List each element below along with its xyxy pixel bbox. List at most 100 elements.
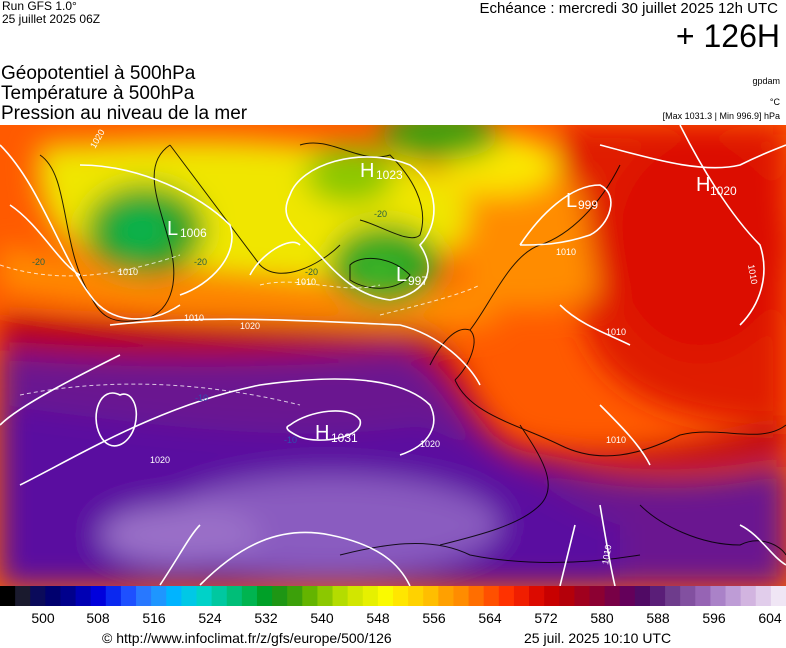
- scale-swatch: [317, 586, 334, 606]
- scale-swatch: [347, 586, 364, 606]
- scale-swatch: [196, 586, 213, 606]
- scale-tick: 532: [254, 610, 278, 626]
- scale-tick: 556: [422, 610, 446, 626]
- run-date-label: 25 juillet 2025 06Z: [2, 12, 101, 26]
- svg-text:H: H: [360, 160, 374, 182]
- forecast-lead-time: + 126H: [675, 18, 780, 54]
- scale-swatch: [287, 586, 303, 606]
- scale-swatch: [529, 586, 545, 606]
- scale-tick: 548: [366, 610, 390, 626]
- scale-swatch: [740, 586, 757, 606]
- scale-tick: 540: [310, 610, 334, 626]
- pressure-range: [Max 1031.3 | Min 996.9] hPa: [662, 111, 780, 121]
- scale-swatch: [0, 586, 16, 606]
- scale-tick: 516: [142, 610, 166, 626]
- scale-swatch: [755, 586, 772, 606]
- scale-tick: 524: [198, 610, 222, 626]
- scale-swatch: [710, 586, 727, 606]
- scale-swatch: [377, 586, 394, 606]
- weather-map: H 1023 L 999 H 1020 L 1006 L 997 H 1031 …: [0, 125, 786, 586]
- pressure-center-labels: H 1023 L 999 H 1020 L 1006 L 997 H 1031: [167, 160, 737, 445]
- scale-swatch: [75, 586, 92, 606]
- svg-text:1031: 1031: [331, 431, 358, 445]
- scale-swatch: [559, 586, 575, 606]
- scale-swatch: [695, 586, 711, 606]
- high-center-1031: H 1031: [315, 422, 358, 445]
- scale-swatch: [574, 586, 590, 606]
- svg-text:1023: 1023: [376, 168, 403, 182]
- scale-tick: 580: [590, 610, 614, 626]
- scale-swatch: [120, 586, 137, 606]
- svg-text:997: 997: [408, 274, 428, 288]
- isotherm-label: -20: [194, 257, 207, 267]
- isotherm-label: -10: [195, 393, 208, 403]
- svg-text:1020: 1020: [710, 184, 737, 198]
- unit-temperature: °C: [769, 97, 780, 107]
- scale-swatch: [453, 586, 470, 606]
- isobar-label: 1020: [420, 439, 440, 449]
- isotherm-value-labels: -20 -20 -20 -20 -10 -10: [32, 209, 387, 445]
- scale-tick: 588: [646, 610, 670, 626]
- scale-swatch: [423, 586, 439, 606]
- isobar-label: 1010: [746, 264, 759, 285]
- isobar-label: 1010: [118, 267, 138, 277]
- scale-tick: 500: [31, 610, 55, 626]
- isobar-label: 1010: [606, 327, 626, 337]
- isobar-label: 1010: [606, 435, 626, 445]
- svg-text:1006: 1006: [180, 226, 207, 240]
- run-model-label: Run GFS 1.0°: [2, 0, 77, 13]
- scale-swatch: [256, 586, 273, 606]
- scale-swatch: [90, 586, 107, 606]
- scale-swatch: [589, 586, 606, 606]
- scale-swatch: [45, 586, 61, 606]
- isotherm-label: -10: [284, 435, 297, 445]
- scale-swatch: [151, 586, 167, 606]
- isotherm-label: -20: [305, 267, 318, 277]
- svg-text:999: 999: [578, 198, 598, 212]
- isobar-label: 1010: [600, 544, 613, 565]
- scale-swatch: [649, 586, 666, 606]
- scale-swatch: [30, 586, 46, 606]
- scale-swatch: [241, 586, 258, 606]
- scale-swatch: [60, 586, 77, 606]
- scale-swatch: [272, 586, 288, 606]
- isobars: [0, 125, 786, 586]
- scale-swatch: [136, 586, 152, 606]
- scale-tick: 604: [758, 610, 782, 626]
- scale-swatch: [634, 586, 651, 606]
- scale-swatch: [438, 586, 454, 606]
- scale-swatch: [604, 586, 621, 606]
- scale-swatch: [468, 586, 485, 606]
- unit-geopotential: gpdam: [752, 76, 780, 86]
- scale-swatch: [226, 586, 243, 606]
- svg-text:L: L: [167, 218, 178, 240]
- isobar-label: 1010: [296, 277, 316, 287]
- isobar-label: 1010: [184, 313, 204, 323]
- scale-swatch: [680, 586, 696, 606]
- title-temperature: Température à 500hPa: [1, 83, 195, 104]
- title-geopotential: Géopotentiel à 500hPa: [1, 63, 196, 84]
- scale-swatch: [105, 586, 122, 606]
- generation-time: 25 juil. 2025 10:10 UTC: [524, 630, 672, 646]
- high-center-1020: H 1020: [696, 174, 737, 198]
- scale-swatch: [770, 586, 786, 606]
- low-center-1006: L 1006: [167, 218, 207, 240]
- color-scale-ticks: 500 508 516 524 532 540 548 556 564 572 …: [0, 608, 786, 628]
- isobar-label: 1020: [150, 455, 170, 465]
- isotherm-label: -20: [374, 209, 387, 219]
- scale-swatch: [332, 586, 349, 606]
- color-scale-bar: [0, 586, 786, 606]
- title-pressure: Pression au niveau de la mer: [1, 103, 248, 124]
- svg-text:L: L: [396, 264, 407, 286]
- isobar-label: 1020: [240, 321, 260, 331]
- low-center-999: L 999: [566, 190, 598, 212]
- source-credit: © http://www.infoclimat.fr/z/gfs/europe/…: [102, 630, 392, 646]
- scale-swatch: [665, 586, 681, 606]
- scale-tick: 508: [86, 610, 110, 626]
- svg-text:H: H: [315, 422, 329, 444]
- scale-swatch: [166, 586, 182, 606]
- scale-swatch: [408, 586, 424, 606]
- scale-swatch: [362, 586, 379, 606]
- scale-tick: 572: [534, 610, 558, 626]
- scale-tick: 564: [478, 610, 502, 626]
